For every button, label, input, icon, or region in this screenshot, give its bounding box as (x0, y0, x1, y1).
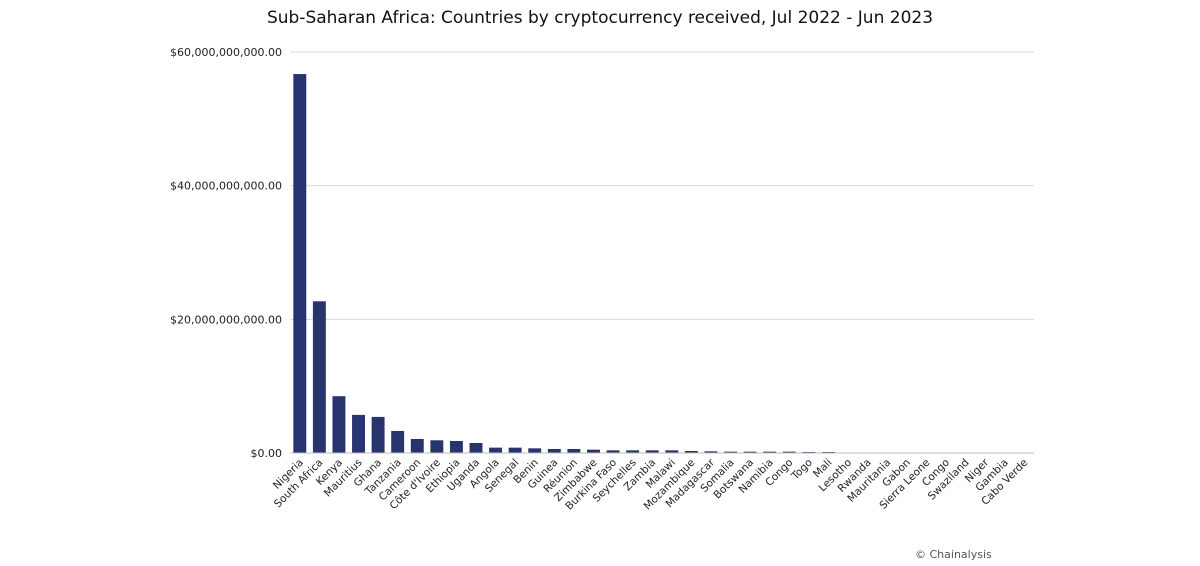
bar (763, 451, 777, 453)
bar (430, 440, 444, 453)
bar (293, 74, 307, 454)
bar (704, 451, 718, 453)
bar (606, 450, 620, 453)
x-tick-label: Togo (789, 457, 815, 483)
bar (567, 448, 581, 453)
bar (743, 451, 757, 453)
bar (352, 414, 365, 453)
bar (724, 451, 737, 453)
bar (449, 440, 463, 453)
bar (645, 450, 659, 453)
bar (332, 396, 346, 453)
bar (626, 450, 640, 453)
bar (391, 430, 405, 453)
bar (684, 450, 698, 453)
bar (410, 438, 424, 453)
bar (508, 447, 522, 453)
chart-title: Sub-Saharan Africa: Countries by cryptoc… (266, 8, 934, 28)
bar (489, 447, 503, 453)
bar (371, 416, 385, 453)
bar (587, 449, 600, 453)
bar (665, 450, 679, 453)
bar (802, 451, 816, 453)
chainalysis-credit: © Chainalysis (915, 548, 992, 561)
bar (469, 442, 483, 453)
y-tick-label: $60,000,000,000.00 (170, 46, 282, 59)
y-tick-label: $40,000,000,000.00 (170, 180, 282, 193)
bar (821, 451, 835, 453)
bar (312, 301, 326, 453)
y-tick-label: $20,000,000,000.00 (170, 313, 282, 326)
y-tick-label: $0.00 (251, 447, 283, 460)
bar (547, 448, 561, 453)
bar (782, 451, 796, 453)
bar (528, 448, 542, 453)
